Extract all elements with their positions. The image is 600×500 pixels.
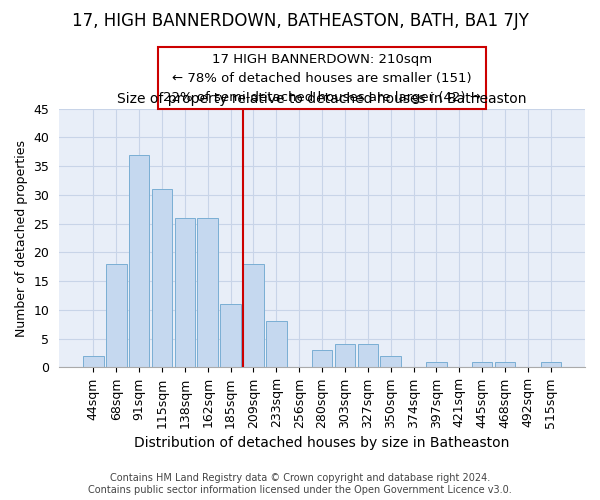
- Text: Contains HM Land Registry data © Crown copyright and database right 2024.
Contai: Contains HM Land Registry data © Crown c…: [88, 474, 512, 495]
- Bar: [197, 218, 218, 368]
- Bar: [335, 344, 355, 368]
- Title: Size of property relative to detached houses in Batheaston: Size of property relative to detached ho…: [118, 92, 527, 106]
- Bar: [472, 362, 493, 368]
- Bar: [358, 344, 378, 368]
- Bar: [380, 356, 401, 368]
- Bar: [243, 264, 264, 368]
- Text: 17, HIGH BANNERDOWN, BATHEASTON, BATH, BA1 7JY: 17, HIGH BANNERDOWN, BATHEASTON, BATH, B…: [71, 12, 529, 30]
- Bar: [220, 304, 241, 368]
- Bar: [106, 264, 127, 368]
- Bar: [175, 218, 195, 368]
- Bar: [541, 362, 561, 368]
- Bar: [312, 350, 332, 368]
- Bar: [152, 189, 172, 368]
- Bar: [129, 154, 149, 368]
- Bar: [266, 322, 287, 368]
- Bar: [495, 362, 515, 368]
- Bar: [83, 356, 104, 368]
- Text: 17 HIGH BANNERDOWN: 210sqm
← 78% of detached houses are smaller (151)
22% of sem: 17 HIGH BANNERDOWN: 210sqm ← 78% of deta…: [163, 52, 481, 104]
- Bar: [426, 362, 447, 368]
- Y-axis label: Number of detached properties: Number of detached properties: [15, 140, 28, 336]
- X-axis label: Distribution of detached houses by size in Batheaston: Distribution of detached houses by size …: [134, 436, 510, 450]
